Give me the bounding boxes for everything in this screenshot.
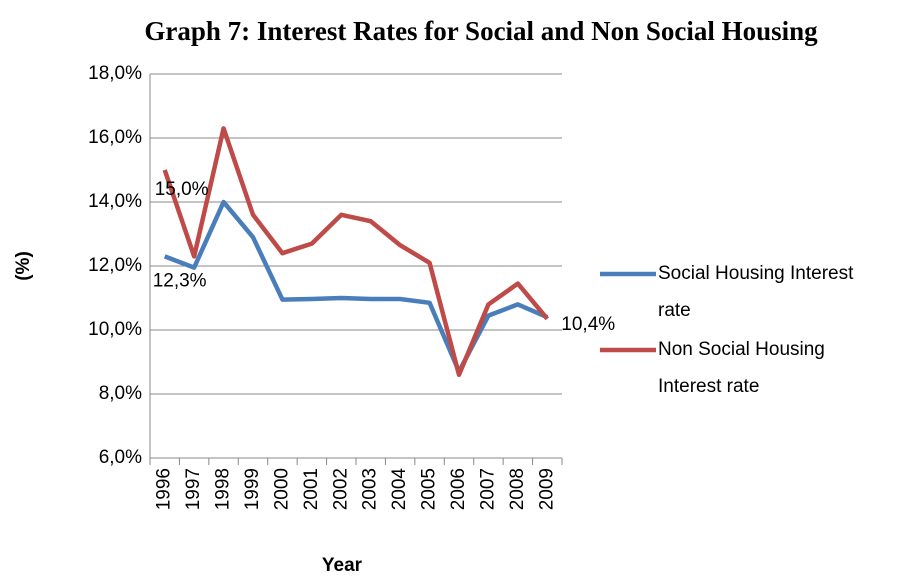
y-tick-label: 8,0% bbox=[99, 383, 142, 404]
x-tick-label: 2009 bbox=[536, 468, 557, 510]
y-tick-label: 16,0% bbox=[88, 127, 142, 148]
y-axis-label: (%) bbox=[13, 251, 34, 281]
x-tick-label: 1997 bbox=[183, 468, 204, 510]
x-tick-label: 2006 bbox=[448, 468, 469, 510]
x-tick-label: 1999 bbox=[242, 468, 263, 510]
x-tick-label: 2000 bbox=[271, 468, 292, 510]
x-tick-label: 2002 bbox=[330, 468, 351, 510]
data-label: 10,4% bbox=[561, 314, 615, 335]
y-tick-label: 6,0% bbox=[99, 447, 142, 468]
y-tick-label: 10,0% bbox=[88, 319, 142, 340]
x-tick-label: 1996 bbox=[154, 468, 175, 510]
series-line bbox=[163, 199, 549, 374]
x-tick-label: 1998 bbox=[213, 468, 234, 510]
y-tick-label: 14,0% bbox=[88, 191, 142, 212]
chart-title: Graph 7: Interest Rates for Social and N… bbox=[144, 16, 818, 46]
x-tick-label: 2003 bbox=[360, 468, 381, 510]
y-tick-label: 18,0% bbox=[88, 63, 142, 84]
y-tick-label: 12,0% bbox=[88, 255, 142, 276]
x-tick-label: 2008 bbox=[507, 468, 528, 510]
legend-label: Non Social Housing Interest rate bbox=[658, 339, 825, 397]
x-axis-label: Year bbox=[322, 555, 363, 576]
x-tick-label: 2005 bbox=[419, 468, 440, 510]
series-line bbox=[162, 126, 550, 378]
x-tick-label: 2001 bbox=[301, 468, 322, 510]
x-tick-label: 2004 bbox=[389, 468, 410, 511]
data-label: 12,3% bbox=[153, 270, 207, 291]
data-label: 15,0% bbox=[155, 179, 209, 200]
legend-label: Social Housing Interest rate bbox=[658, 263, 854, 321]
x-tick-label: 2007 bbox=[477, 468, 498, 510]
